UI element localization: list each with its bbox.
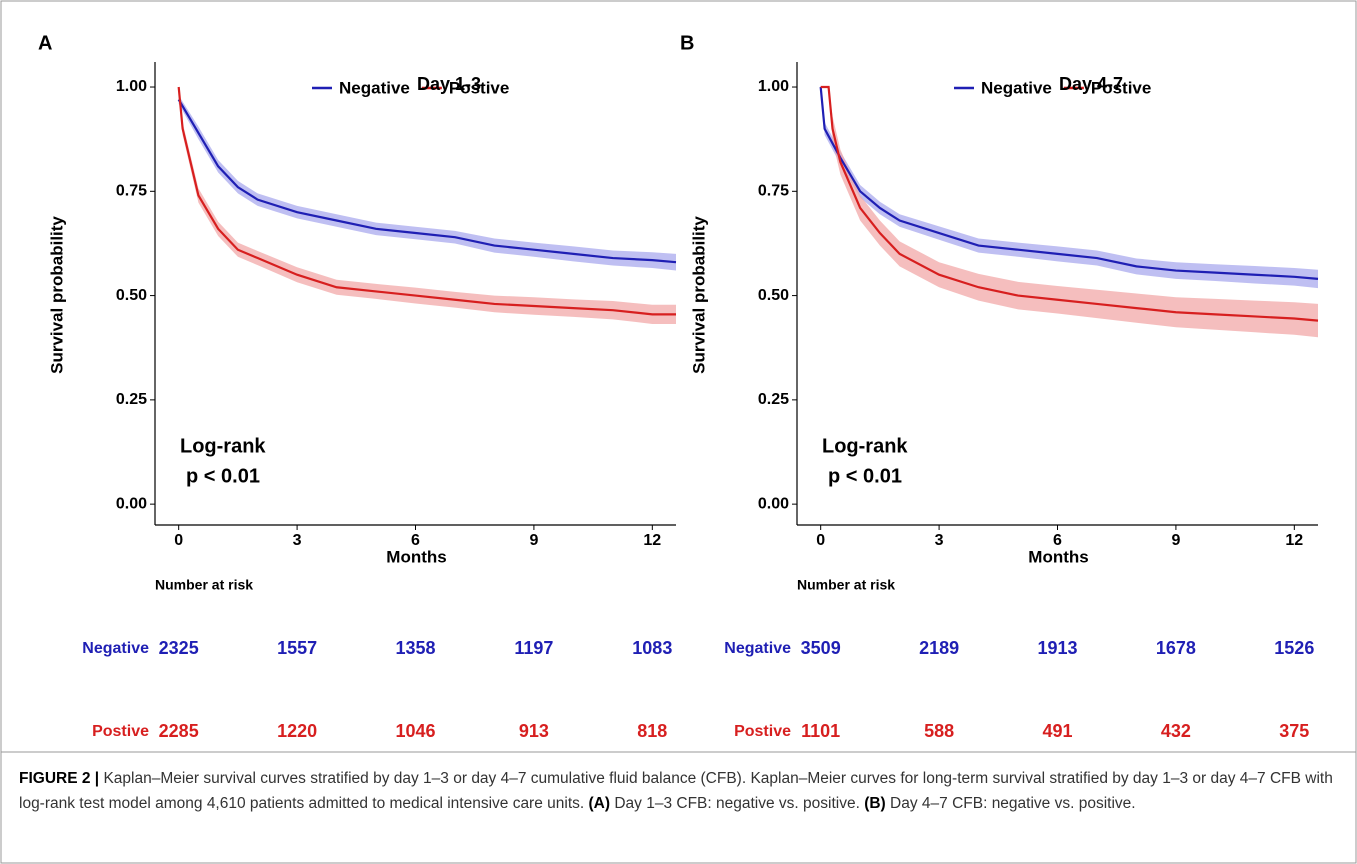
risk-count: 2325 <box>159 638 199 658</box>
survival-line <box>177 86 676 316</box>
y-tick-label: 0.25 <box>758 391 789 408</box>
risk-count: 818 <box>637 721 667 741</box>
x-tick-label: 3 <box>293 532 302 549</box>
legend-label: Negative <box>981 78 1052 97</box>
risk-count: 913 <box>519 721 549 741</box>
risk-count: 2189 <box>919 638 959 658</box>
y-axis-title: Survival probability <box>689 216 708 374</box>
risk-row-name: Postive <box>92 723 149 740</box>
x-tick-label: 0 <box>816 532 825 549</box>
confidence-band <box>178 95 676 271</box>
risk-count: 1358 <box>395 638 435 658</box>
x-axis-title: Months <box>1028 547 1088 566</box>
caption-text: Day 1–3 CFB: negative vs. positive. <box>610 795 865 812</box>
risk-count: 491 <box>1042 721 1072 741</box>
panel-label: A <box>38 32 52 54</box>
survival-line <box>819 86 1319 280</box>
x-tick-label: 6 <box>1053 532 1062 549</box>
annotation: p < 0.01 <box>828 465 902 487</box>
x-axis-title: Months <box>386 547 446 566</box>
risk-count: 1678 <box>1156 638 1196 658</box>
y-tick-label: 0.50 <box>758 287 789 304</box>
annotation: Log-rank <box>822 435 908 457</box>
risk-count: 3509 <box>801 638 841 658</box>
y-tick-label: 1.00 <box>116 78 147 95</box>
y-tick-label: 1.00 <box>758 78 789 95</box>
annotation: Log-rank <box>180 435 266 457</box>
survival-line <box>820 85 1319 322</box>
risk-count: 2285 <box>159 721 199 741</box>
legend-label: Postive <box>1091 78 1151 97</box>
y-axis-title: Survival probability <box>47 216 66 374</box>
risk-row-name: Negative <box>724 640 791 657</box>
confidence-band <box>820 87 1318 289</box>
risk-row-name: Postive <box>734 723 791 740</box>
caption-bold: (B) <box>864 795 886 812</box>
risk-count: 1557 <box>277 638 317 658</box>
risk-count: 1101 <box>801 721 840 741</box>
risk-count: 1526 <box>1274 638 1314 658</box>
legend-label: Negative <box>339 78 410 97</box>
risk-count: 1197 <box>514 638 553 658</box>
x-tick-label: 12 <box>643 532 661 549</box>
x-tick-label: 6 <box>411 532 420 549</box>
y-tick-label: 0.00 <box>758 495 789 512</box>
risk-table-title: Number at risk <box>797 577 895 593</box>
risk-table-title: Number at risk <box>155 577 253 593</box>
risk-count: 1046 <box>395 721 435 741</box>
risk-count: 432 <box>1161 721 1191 741</box>
risk-count: 1083 <box>632 638 672 658</box>
risk-count: 375 <box>1279 721 1309 741</box>
x-tick-label: 3 <box>935 532 944 549</box>
panel-label: B <box>680 32 694 54</box>
confidence-band <box>178 87 676 324</box>
x-tick-label: 9 <box>529 532 538 549</box>
risk-count: 1220 <box>277 721 317 741</box>
caption: FIGURE 2 | Kaplan–Meier survival curves … <box>19 766 1339 816</box>
confidence-band <box>820 87 1318 338</box>
survival-line <box>177 98 677 264</box>
risk-count: 588 <box>924 721 954 741</box>
x-tick-label: 12 <box>1285 532 1303 549</box>
annotation: p < 0.01 <box>186 465 260 487</box>
y-tick-label: 0.75 <box>758 183 789 200</box>
caption-bold: (A) <box>588 795 611 812</box>
y-tick-label: 0.75 <box>116 183 147 200</box>
panel-title: Day 4-7 <box>1059 74 1123 94</box>
caption-bold: FIGURE 2 | <box>19 770 100 787</box>
y-tick-label: 0.25 <box>116 391 147 408</box>
y-tick-label: 0.00 <box>116 495 147 512</box>
x-tick-label: 0 <box>174 532 183 549</box>
panel-title: Day 1-3 <box>417 74 481 94</box>
caption-text: Kaplan–Meier survival curves stratified … <box>19 770 1333 812</box>
x-tick-label: 9 <box>1171 532 1180 549</box>
y-tick-label: 0.50 <box>116 287 147 304</box>
legend-label: Postive <box>449 78 509 97</box>
caption-text: Day 4–7 CFB: negative vs. positive. <box>885 795 1136 812</box>
risk-count: 1913 <box>1037 638 1077 658</box>
risk-row-name: Negative <box>82 640 149 657</box>
